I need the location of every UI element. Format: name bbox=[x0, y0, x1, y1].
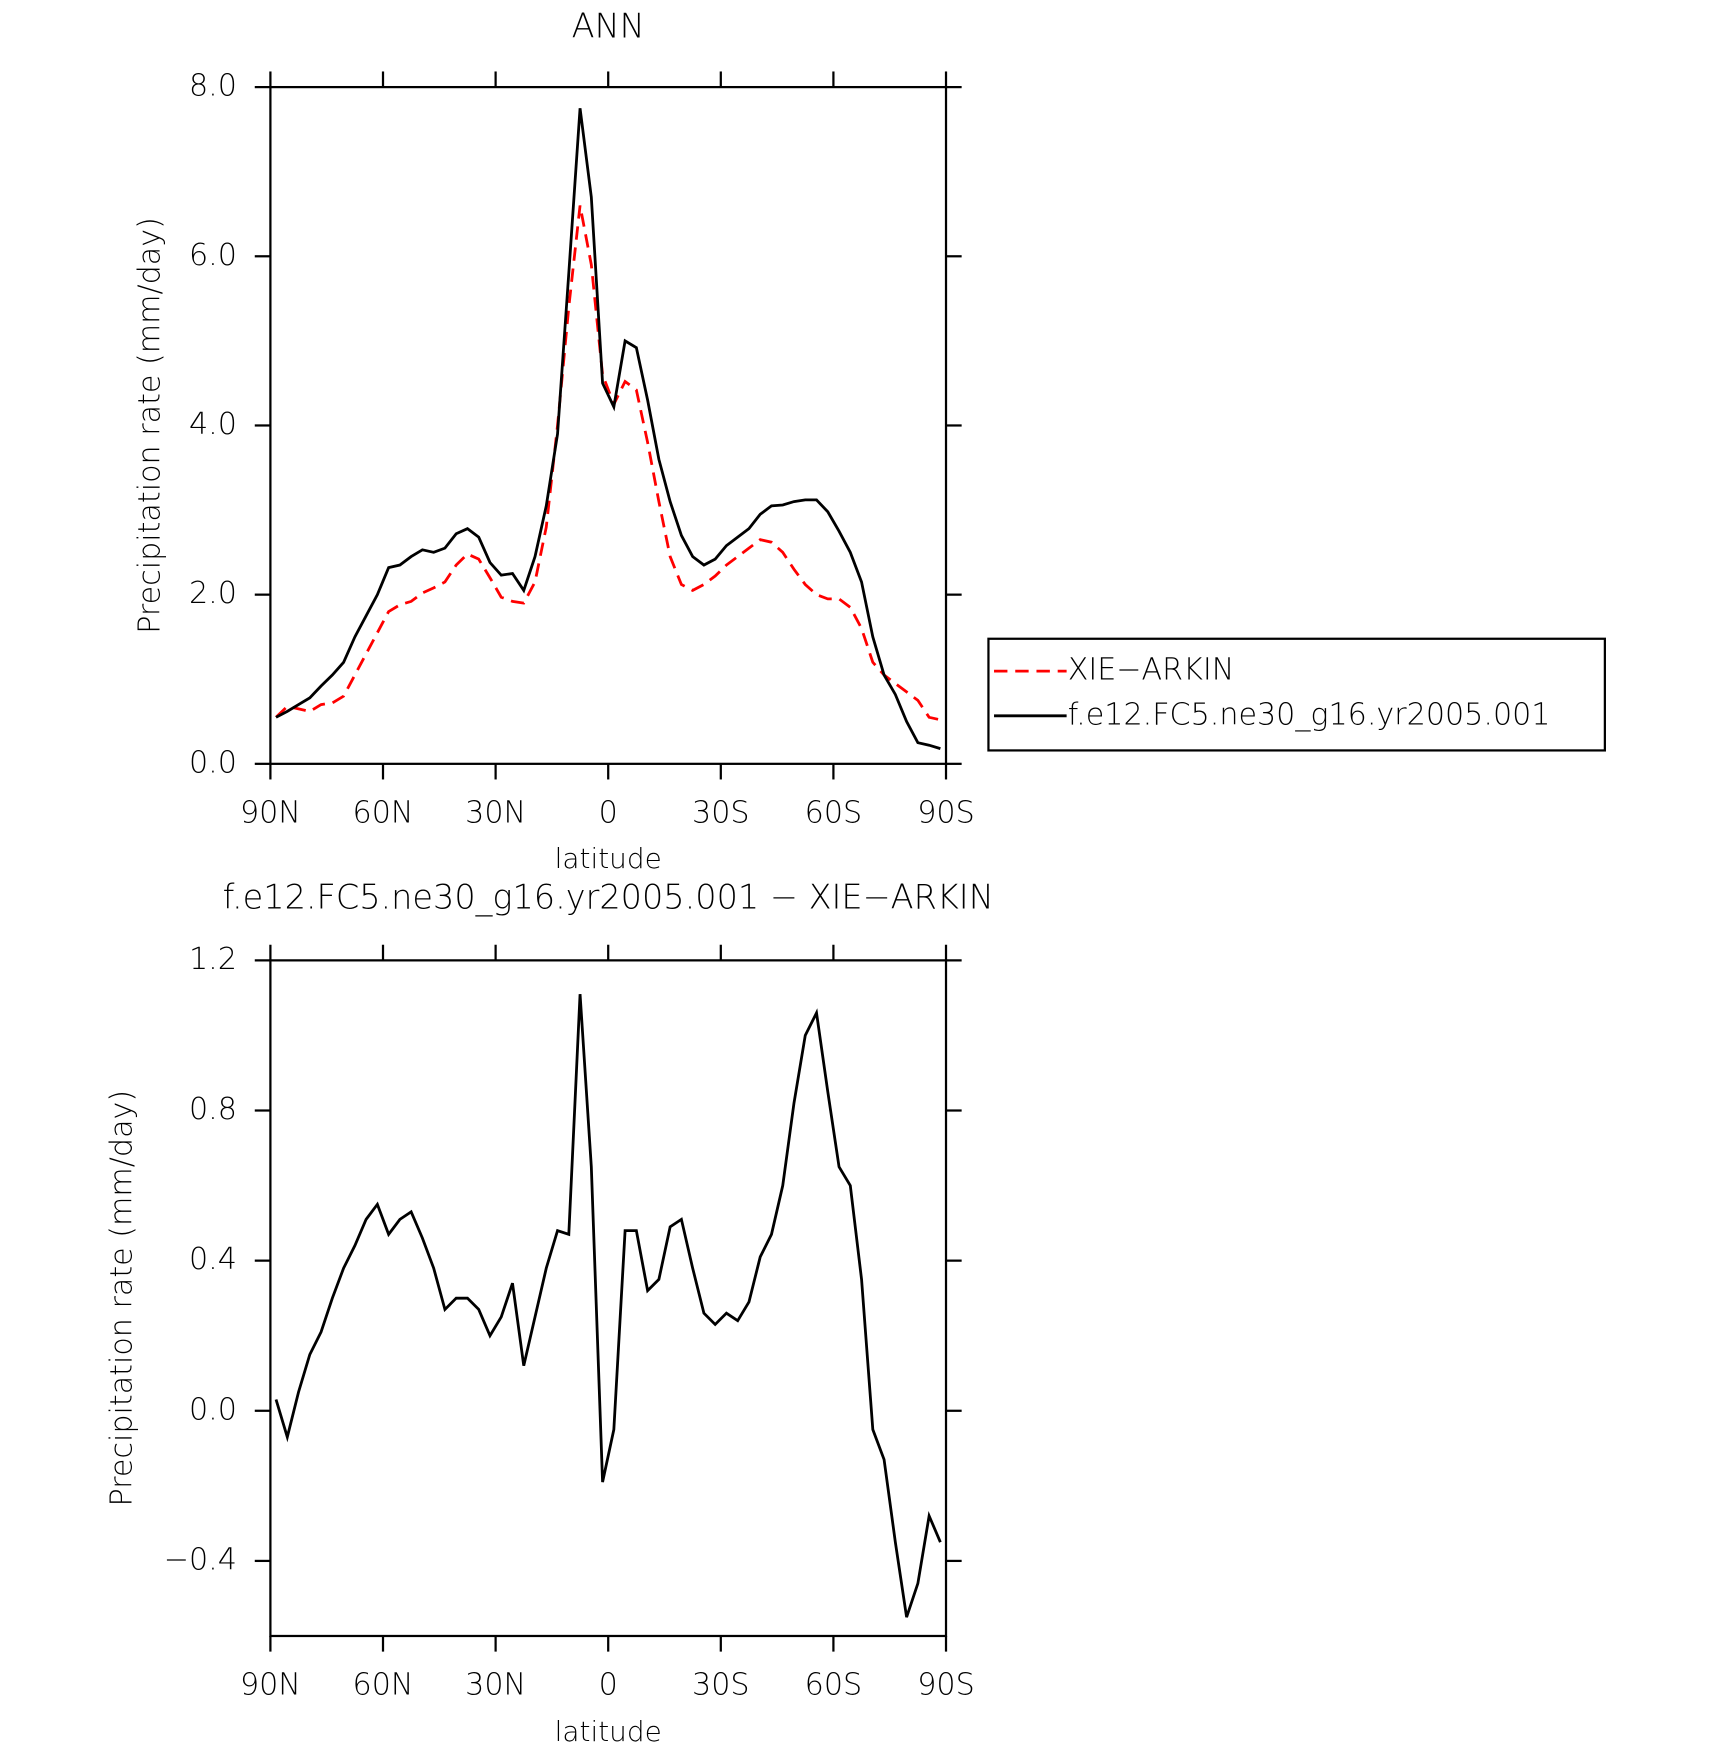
x-axis-label: latitude bbox=[555, 1715, 662, 1748]
data-line bbox=[275, 108, 941, 750]
y-tick-label: 0.0 bbox=[189, 1392, 237, 1427]
x-tick-label: 30S bbox=[692, 1668, 750, 1703]
legend-label: f.e12.FC5.ne30_g16.yr2005.001 bbox=[1068, 697, 1551, 732]
x-tick-label: 90S bbox=[917, 1668, 975, 1703]
y-tick-label: 2.0 bbox=[189, 576, 237, 611]
y-tick-label: 0.0 bbox=[189, 745, 237, 780]
x-tick-label: 90S bbox=[917, 796, 975, 831]
data-line bbox=[275, 205, 941, 722]
chart-title: f.e12.FC5.ne30_g16.yr2005.001 − XIE−ARKI… bbox=[223, 877, 994, 917]
legend-label: XIE−ARKIN bbox=[1068, 653, 1235, 688]
x-tick-label: 0 bbox=[599, 796, 618, 831]
y-tick-label: 0.8 bbox=[189, 1092, 237, 1127]
x-tick-label: 30S bbox=[692, 796, 750, 831]
x-axis-label: latitude bbox=[555, 842, 662, 875]
x-tick-label: 30N bbox=[465, 1668, 526, 1703]
y-tick-label: −0.4 bbox=[164, 1542, 237, 1577]
x-tick-label: 60N bbox=[353, 1668, 414, 1703]
data-line bbox=[274, 994, 942, 1618]
y-axis-label: Precipitation rate (mm/day) bbox=[132, 217, 167, 634]
y-tick-label: 6.0 bbox=[189, 238, 237, 273]
y-tick-label: 0.4 bbox=[189, 1242, 237, 1277]
x-tick-label: 90N bbox=[240, 796, 301, 831]
y-tick-label: 4.0 bbox=[189, 407, 237, 442]
x-tick-label: 60S bbox=[805, 1668, 863, 1703]
y-axis-label: Precipitation rate (mm/day) bbox=[104, 1090, 139, 1507]
x-tick-label: 30N bbox=[465, 796, 526, 831]
x-tick-label: 60S bbox=[805, 796, 863, 831]
chart-title: ANN bbox=[572, 6, 645, 45]
y-tick-label: 1.2 bbox=[189, 942, 237, 977]
y-tick-label: 8.0 bbox=[189, 69, 237, 104]
x-tick-label: 90N bbox=[240, 1668, 301, 1703]
x-tick-label: 0 bbox=[599, 1668, 618, 1703]
legend-box bbox=[987, 637, 1606, 752]
x-tick-label: 60N bbox=[353, 796, 414, 831]
